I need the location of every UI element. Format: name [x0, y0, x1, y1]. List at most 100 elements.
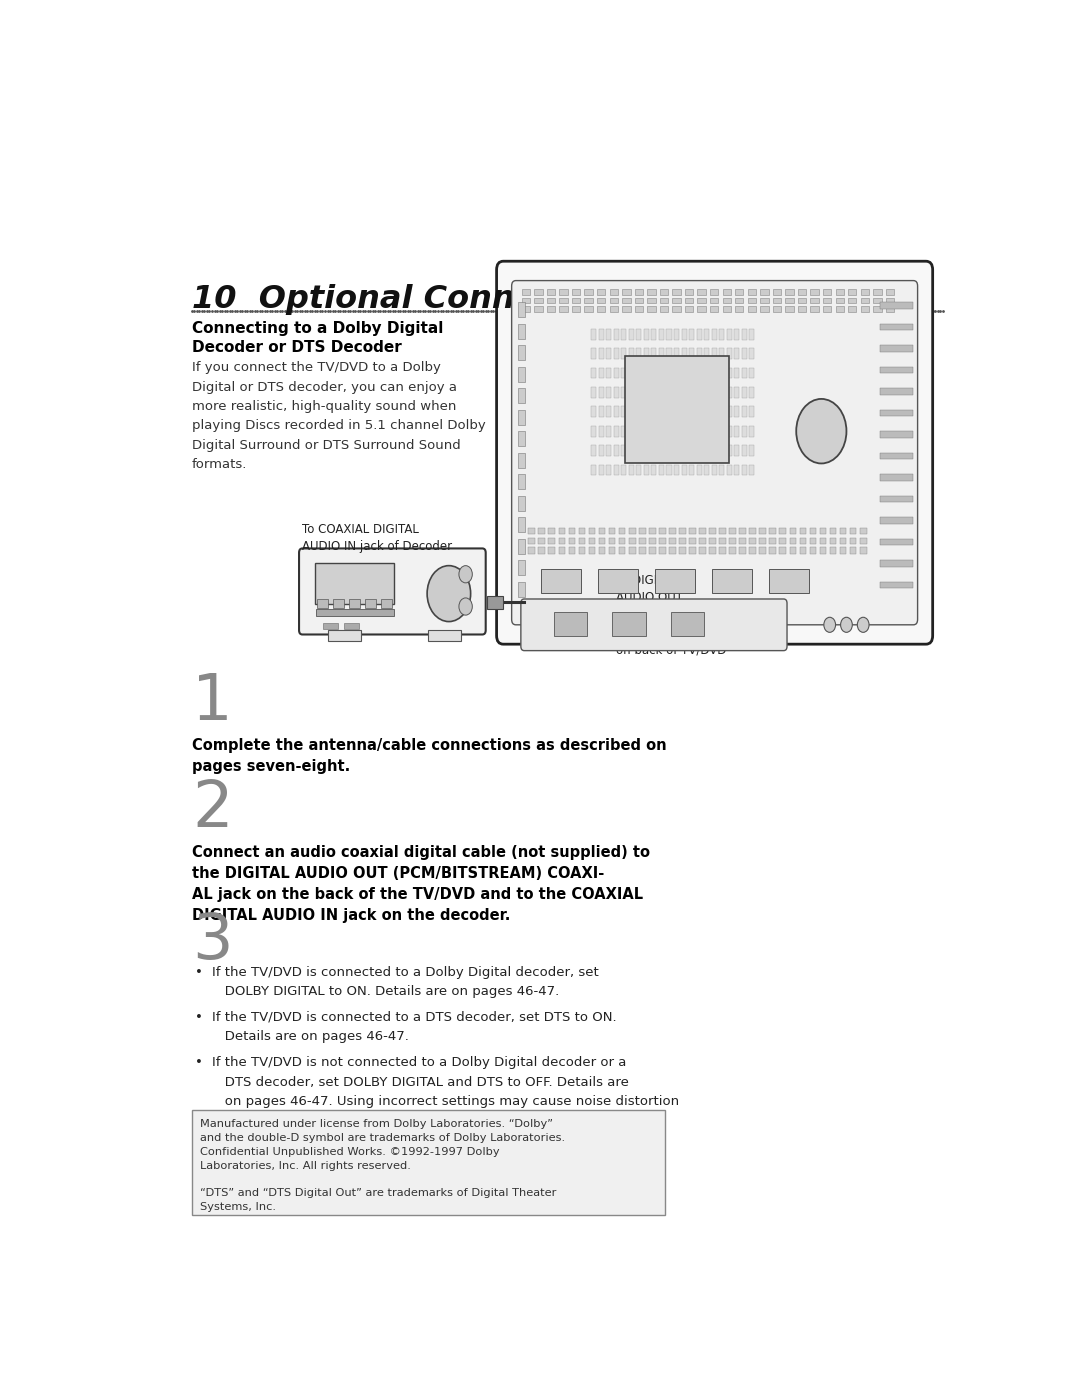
Bar — [535, 298, 542, 303]
Bar — [734, 465, 740, 475]
Bar — [318, 599, 328, 608]
Text: “DTS” and “DTS Digital Out” are trademarks of Digital Theater: “DTS” and “DTS Digital Out” are trademar… — [200, 1189, 556, 1199]
Bar — [606, 407, 611, 418]
Bar — [635, 298, 643, 303]
Bar — [584, 298, 593, 303]
Bar — [327, 630, 361, 641]
Bar — [750, 407, 754, 418]
Bar — [589, 538, 595, 545]
Bar — [681, 348, 687, 359]
Bar — [644, 348, 649, 359]
Bar — [699, 528, 706, 535]
Bar — [704, 426, 710, 437]
Bar — [606, 367, 611, 379]
Bar — [740, 548, 746, 553]
Bar — [710, 289, 718, 295]
Bar — [712, 348, 717, 359]
Bar — [518, 324, 525, 338]
Bar — [647, 289, 656, 295]
Bar — [820, 538, 826, 545]
Bar — [528, 548, 535, 553]
Bar — [719, 538, 726, 545]
Bar — [609, 528, 616, 535]
Bar — [742, 387, 747, 398]
Bar — [880, 560, 914, 567]
Bar — [659, 348, 664, 359]
Bar — [697, 465, 702, 475]
Bar — [698, 306, 706, 312]
Bar — [750, 465, 754, 475]
Bar — [609, 306, 618, 312]
Bar — [727, 387, 732, 398]
Bar — [559, 306, 568, 312]
Bar — [621, 446, 626, 455]
Bar — [666, 367, 672, 379]
Bar — [621, 465, 626, 475]
Bar — [689, 426, 694, 437]
Bar — [880, 581, 914, 588]
Bar — [597, 306, 606, 312]
Bar — [674, 407, 679, 418]
Bar — [606, 387, 611, 398]
Bar — [598, 426, 604, 437]
Bar — [673, 289, 680, 295]
Bar — [659, 538, 665, 545]
Bar — [647, 306, 656, 312]
Bar — [549, 548, 555, 553]
Text: Connect an audio coaxial digital cable (not supplied) to
the DIGITAL AUDIO OUT (: Connect an audio coaxial digital cable (… — [192, 845, 650, 923]
Bar — [810, 306, 819, 312]
Bar — [886, 289, 894, 295]
Bar — [785, 306, 794, 312]
Text: Complete the antenna/cable connections as described on
pages seven-eight.: Complete the antenna/cable connections a… — [192, 738, 666, 774]
Bar — [591, 465, 596, 475]
Bar — [729, 528, 735, 535]
Bar — [539, 538, 545, 545]
FancyBboxPatch shape — [299, 549, 486, 634]
Bar — [689, 528, 696, 535]
Bar — [644, 446, 649, 455]
Bar — [742, 446, 747, 455]
Bar — [518, 345, 525, 360]
Bar — [773, 298, 781, 303]
Bar — [769, 548, 777, 553]
Bar — [528, 538, 535, 545]
Bar — [659, 426, 664, 437]
Bar — [334, 599, 345, 608]
Bar — [629, 407, 634, 418]
Bar — [621, 367, 626, 379]
Bar — [759, 528, 766, 535]
Bar — [689, 330, 694, 339]
Bar — [704, 387, 710, 398]
Bar — [861, 306, 869, 312]
Bar — [651, 446, 657, 455]
Bar — [659, 407, 664, 418]
Bar — [579, 528, 585, 535]
Bar — [622, 289, 631, 295]
Text: DOLBY DIGITAL to ON. Details are on pages 46-47.: DOLBY DIGITAL to ON. Details are on page… — [212, 985, 559, 999]
Bar — [539, 548, 545, 553]
Bar — [323, 623, 338, 629]
Bar — [621, 330, 626, 339]
Bar — [606, 348, 611, 359]
Bar — [636, 426, 642, 437]
Bar — [704, 348, 710, 359]
Bar — [861, 289, 869, 295]
Bar — [789, 538, 796, 545]
Bar — [789, 548, 796, 553]
Bar — [848, 298, 856, 303]
Bar — [710, 298, 718, 303]
Bar — [613, 330, 619, 339]
Bar — [698, 289, 706, 295]
Bar — [598, 330, 604, 339]
Bar — [651, 426, 657, 437]
Bar — [579, 538, 585, 545]
Text: Digital Surround or DTS Surround Sound: Digital Surround or DTS Surround Sound — [192, 439, 461, 451]
Bar — [546, 289, 555, 295]
Bar — [651, 465, 657, 475]
Bar — [810, 298, 819, 303]
Bar — [315, 609, 394, 616]
Bar — [836, 298, 843, 303]
Bar — [522, 298, 530, 303]
Bar — [518, 539, 525, 553]
Bar — [759, 548, 766, 553]
